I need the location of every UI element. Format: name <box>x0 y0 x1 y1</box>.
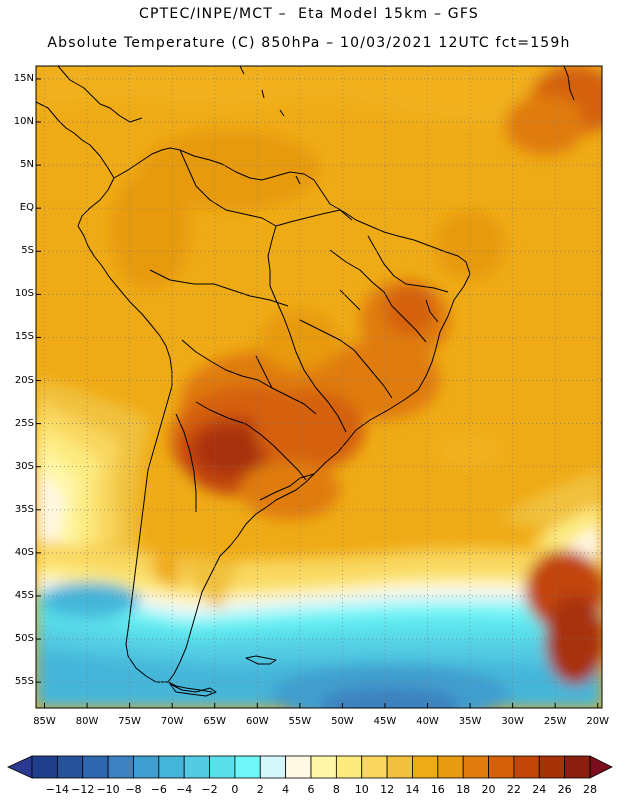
lon-label: 80W <box>75 716 99 727</box>
lat-label: 40S <box>14 546 34 558</box>
colorbar-swatch <box>564 755 591 779</box>
lon-label: 85W <box>33 716 56 727</box>
colorbar-swatch <box>234 755 261 779</box>
colorbar-label: 24 <box>532 783 547 796</box>
colorbar-label: −10 <box>96 783 120 796</box>
axis-ticks <box>36 78 599 708</box>
colorbar-label: −12 <box>71 783 95 796</box>
lon-label: 40W <box>416 716 439 727</box>
colorbar-label: 6 <box>307 783 315 796</box>
lat-label: 30S <box>14 460 34 472</box>
lon-label: 60W <box>245 716 269 727</box>
lat-label: 25S <box>14 417 34 429</box>
colorbar-label: 22 <box>506 783 521 796</box>
colorbar-swatch <box>335 755 363 779</box>
colorbar-label: −2 <box>201 783 218 796</box>
lat-label: 10S <box>14 288 34 300</box>
colorbar-swatch <box>437 755 464 779</box>
colorbar-swatch <box>31 755 58 779</box>
coastlines <box>36 66 575 697</box>
colorbar-swatch <box>285 755 312 779</box>
colorbar-label: −4 <box>176 783 193 796</box>
colorbar-swatch <box>209 755 236 779</box>
colorbar-swatch <box>538 755 566 779</box>
lon-label: 55W <box>288 716 312 727</box>
colorbar-swatch <box>158 755 185 779</box>
colorbar-over-arrow <box>589 755 613 779</box>
colorbar-swatch <box>361 755 388 779</box>
lon-label: 20W <box>586 716 610 727</box>
colorbar-swatch <box>488 755 515 779</box>
lat-label: 5N <box>20 159 34 171</box>
colorbar-label: 10 <box>354 783 369 796</box>
lon-label: 50W <box>331 716 354 727</box>
colorbar-swatch <box>462 755 489 779</box>
lat-label: EQ <box>19 202 34 214</box>
lat-label: 5S <box>21 245 34 257</box>
colorbar-label: 2 <box>256 783 264 796</box>
lat-label: 55S <box>14 676 34 688</box>
lat-label: 15N <box>13 72 34 84</box>
colorbar-label: 28 <box>583 783 597 796</box>
colorbar-label: 12 <box>380 783 395 796</box>
colorbar-swatch <box>310 755 337 779</box>
lat-label: 10N <box>13 116 34 127</box>
colorbar <box>7 755 613 779</box>
lon-label: 70W <box>160 716 184 727</box>
colorbar-label: −8 <box>125 783 142 796</box>
colorbar-swatch <box>82 755 109 779</box>
lon-label: 75W <box>118 716 141 727</box>
colorbar-swatch <box>412 755 439 779</box>
lon-label: 30W <box>501 716 524 727</box>
colorbar-swatch <box>133 755 160 779</box>
colorbar-label: −14 <box>45 783 69 796</box>
lat-label: 35S <box>14 503 34 515</box>
colorbar-swatch <box>183 755 210 779</box>
lon-label: 25W <box>543 716 567 727</box>
colorbar-label: 0 <box>231 783 239 796</box>
colorbar-swatch <box>107 755 134 779</box>
lat-label: 45S <box>14 589 34 601</box>
colorbar-swatch <box>386 755 413 779</box>
colorbar-label: 8 <box>332 783 340 796</box>
colorbar-swatch <box>513 755 540 779</box>
colorbar-label: 18 <box>456 783 471 796</box>
map-title: CPTEC/INPE/MCT – Eta Model 15km – GFS <box>139 6 479 22</box>
lon-label: 65W <box>203 716 227 727</box>
lon-label: 45W <box>373 716 397 727</box>
temperature-field <box>36 66 602 708</box>
map-border <box>35 65 603 709</box>
colorbar-label: 16 <box>430 783 445 796</box>
lon-label: 35W <box>458 716 482 727</box>
colorbar-label: 26 <box>557 783 572 796</box>
lat-label: 20S <box>14 374 34 386</box>
colorbar-under-arrow <box>7 755 33 779</box>
colorbar-swatch <box>56 755 84 779</box>
colorbar-label: −6 <box>150 783 167 796</box>
map-subtitle: Absolute Temperature (C) 850hPa – 10/03/… <box>47 35 571 51</box>
colorbar-label: 4 <box>282 783 290 796</box>
lat-label: 15S <box>14 331 34 343</box>
colorbar-label: 14 <box>405 783 420 796</box>
colorbar-swatch <box>259 755 287 779</box>
lat-label: 50S <box>14 633 34 645</box>
colorbar-label: 20 <box>481 783 496 796</box>
